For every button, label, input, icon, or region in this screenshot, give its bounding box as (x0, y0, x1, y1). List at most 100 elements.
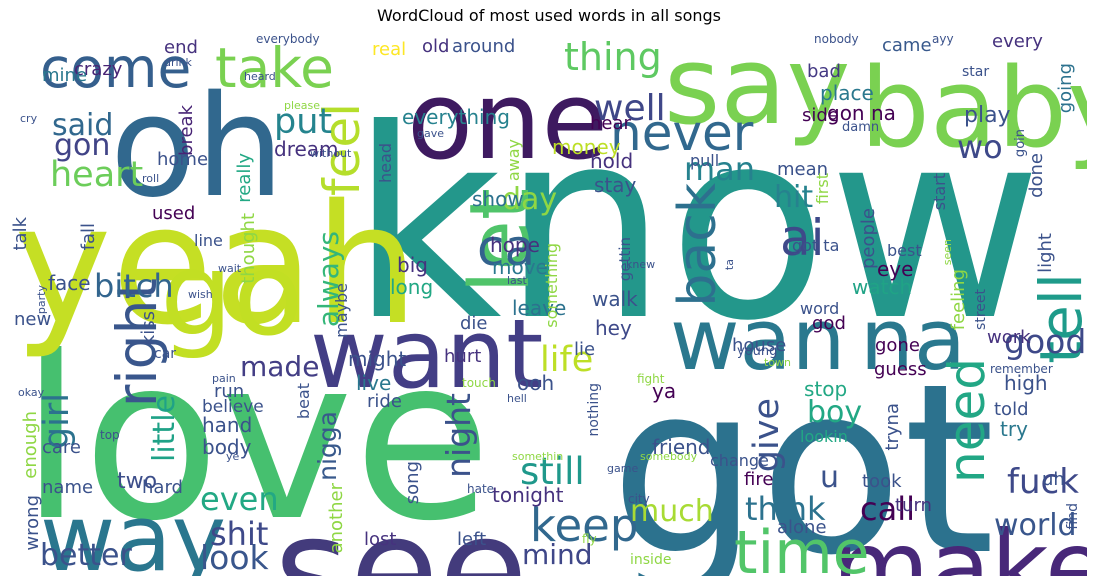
word-day: day (502, 182, 558, 217)
word-home: home (157, 149, 209, 170)
word-start: start (930, 173, 949, 211)
word-mind: mind (522, 538, 593, 571)
word-believe: believe (202, 397, 264, 417)
word-maybe: maybe (332, 283, 351, 338)
word-ta: ta (723, 259, 736, 271)
word-away: away (504, 139, 523, 182)
word-please: please (284, 99, 321, 112)
word-real: real (372, 39, 407, 60)
word-word: word (800, 299, 840, 318)
word-came: came (882, 35, 932, 56)
word-hey: hey (595, 316, 632, 340)
word-little: little (147, 395, 182, 462)
word-fuck: fuck (1007, 462, 1079, 502)
word-took: took (862, 471, 902, 492)
word-made: made (240, 350, 320, 383)
word-pull: pull (690, 151, 720, 170)
word-never: never (610, 104, 754, 162)
word-roll: roll (142, 172, 160, 185)
word-ayy: ayy (932, 33, 954, 46)
word-bitch: bitch (94, 267, 174, 305)
word-feeling: feeling (948, 269, 969, 331)
word-ca: ca (477, 219, 536, 277)
word-change: change (710, 451, 769, 470)
word-one: one (407, 59, 608, 184)
word-move: move (492, 255, 548, 279)
word-money: money (552, 135, 621, 159)
word-big: big (397, 253, 428, 277)
word-hope: hope (490, 233, 540, 257)
word-car: car (154, 346, 177, 362)
word-drink: drink (164, 56, 192, 69)
word-die: die (460, 313, 488, 334)
word-much: much (630, 494, 714, 529)
word-good: good (1004, 322, 1087, 361)
word-people: people (858, 208, 879, 270)
word-song: song (402, 461, 423, 505)
word-hold: hold (590, 149, 634, 173)
word-walk: walk (592, 287, 638, 311)
word-hurt: hurt (444, 346, 482, 367)
word-show: show (472, 187, 524, 211)
word-oh: oh (110, 66, 285, 229)
word-street: street (973, 289, 989, 330)
word-ooh: ooh (517, 371, 555, 395)
word-wait: wait (218, 262, 242, 275)
word-face: face (48, 271, 91, 295)
word-gave: gave (417, 127, 445, 140)
word-star: star (962, 64, 990, 80)
word-somethin: somethin (512, 450, 564, 463)
word-gone: gone (875, 335, 920, 356)
word-leave: leave (512, 296, 567, 320)
word-yeah: yeah (14, 169, 419, 361)
word-take: take (215, 36, 334, 100)
word-come: come (40, 36, 192, 100)
word-pain: pain (212, 372, 236, 385)
word-town: town (764, 356, 792, 369)
word-hand: hand (202, 413, 253, 437)
word-go: go (160, 228, 304, 362)
word-best: best (887, 241, 922, 260)
word-wan: wan (670, 291, 846, 390)
word-game: game (607, 462, 639, 475)
word-guess: guess (874, 359, 927, 380)
word-stay: stay (594, 173, 637, 197)
word-live: live (356, 371, 392, 395)
word-fall: fall (78, 223, 99, 251)
word-told: told (994, 399, 1029, 420)
word-top: top (100, 428, 120, 442)
word-turn: turn (895, 495, 932, 516)
word-lookin: lookin (800, 427, 848, 446)
word-city: city (628, 492, 650, 506)
word-wrong: wrong (22, 495, 43, 551)
word-keep: keep (530, 499, 639, 552)
word-make: make (832, 509, 1087, 577)
word-thought: thought (238, 213, 259, 284)
word-really: really (234, 153, 255, 203)
word-work: work (987, 327, 1031, 348)
word-two: two (117, 469, 158, 494)
word-u: u (820, 460, 840, 495)
word-around: around (452, 36, 516, 57)
word-call: call (860, 490, 915, 528)
word-got-ta: got ta (792, 236, 840, 255)
word-way: way (40, 485, 227, 577)
word-put: put (274, 102, 333, 142)
word-find: find (1065, 503, 1081, 530)
word-talk: talk (12, 217, 31, 251)
word-every: every (992, 33, 1043, 52)
word-tonight: tonight (492, 483, 564, 507)
word-fly: fly (582, 532, 597, 546)
word-left: left (457, 529, 487, 550)
word-play: play (964, 103, 1011, 128)
word-ride: ride (367, 391, 402, 412)
word-watch: watch (852, 275, 913, 299)
word-fire: fire (744, 469, 774, 490)
word-okay: okay (18, 386, 45, 399)
word-thing: thing (564, 35, 662, 79)
word-side: side (802, 105, 839, 126)
word-line: line (194, 231, 223, 250)
word-mine: mine (42, 65, 88, 86)
word-see: see (274, 486, 528, 576)
word-heart: heart (50, 155, 144, 195)
